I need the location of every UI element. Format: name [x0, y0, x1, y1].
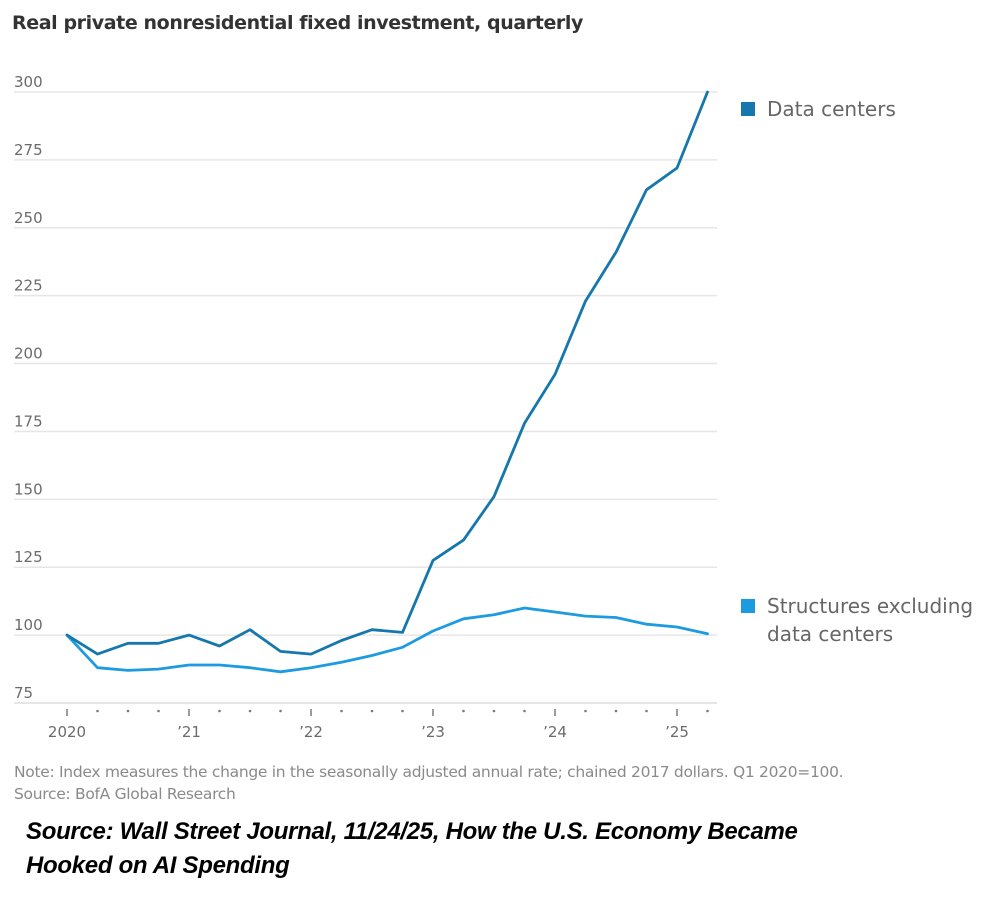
legend-swatch-data-centers — [741, 102, 755, 116]
x-minor-tick — [462, 709, 465, 713]
x-minor-tick — [523, 709, 526, 713]
x-tick-label: ’25 — [665, 723, 689, 741]
attribution-line-1: Source: Wall Street Journal, 11/24/25, H… — [26, 818, 798, 845]
y-tick-label: 175 — [14, 412, 43, 430]
legend-label-data-centers: Data centers — [767, 97, 896, 121]
x-tick-label: 2020 — [48, 723, 86, 741]
x-minor-tick — [584, 709, 587, 713]
y-tick-label: 300 — [14, 73, 43, 91]
chart-title: Real private nonresidential fixed invest… — [12, 12, 583, 34]
x-minor-tick — [370, 709, 374, 713]
x-minor-tick — [248, 709, 252, 713]
y-tick-label: 100 — [14, 616, 43, 634]
x-minor-tick — [340, 709, 343, 713]
series-line-data-centers — [65, 90, 709, 656]
x-minor-tick — [157, 709, 160, 713]
x-minor-tick — [492, 709, 496, 713]
x-minor-tick — [218, 709, 221, 713]
x-minor-tick — [279, 709, 282, 713]
x-minor-tick — [614, 709, 618, 713]
x-tick-label: ’21 — [177, 723, 201, 741]
legend-label-structures: Structures excluding data centers — [767, 594, 974, 646]
y-tick-label: 275 — [14, 141, 43, 159]
note-text: Note: Index measures the change in the s… — [14, 763, 844, 781]
series — [65, 90, 709, 674]
y-tick-label: 250 — [14, 209, 43, 227]
y-tick-label: 225 — [14, 277, 43, 295]
y-tick-label: 75 — [14, 684, 33, 702]
legend-item-data-centers: Data centers — [741, 95, 896, 123]
y-axis-ticks: 75 100 125 150 175 200 225 250 275 300 — [14, 73, 43, 702]
x-minor-tick — [645, 709, 648, 713]
attribution-line-2: Hooked on AI Spending — [26, 852, 290, 879]
x-tick-label: ’24 — [543, 723, 567, 741]
legend-item-structures: Structures excluding data centers — [741, 592, 996, 648]
gridlines — [14, 91, 717, 636]
x-minor-tick — [126, 709, 130, 713]
attribution: Source: Wall Street Journal, 11/24/25, H… — [26, 815, 926, 883]
chart-notes: Note: Index measures the change in the s… — [14, 761, 844, 805]
x-tick-label: ’22 — [299, 723, 323, 741]
series-line-structures — [65, 606, 709, 674]
x-axis: 2020 ’21 ’22 ’23 ’24 ’25 — [14, 702, 717, 741]
legend-swatch-structures — [741, 599, 755, 613]
x-minor-tick — [706, 709, 709, 713]
source-text: Source: BofA Global Research — [14, 785, 236, 803]
y-tick-label: 200 — [14, 345, 43, 363]
line-chart: 75 100 125 150 175 200 225 250 275 300 2020 ’21 ’22… — [14, 73, 717, 741]
x-minor-tick — [96, 709, 99, 713]
y-tick-label: 150 — [14, 480, 43, 498]
x-minor-tick — [401, 709, 404, 713]
x-tick-label: ’23 — [421, 723, 445, 741]
y-tick-label: 125 — [14, 548, 43, 566]
